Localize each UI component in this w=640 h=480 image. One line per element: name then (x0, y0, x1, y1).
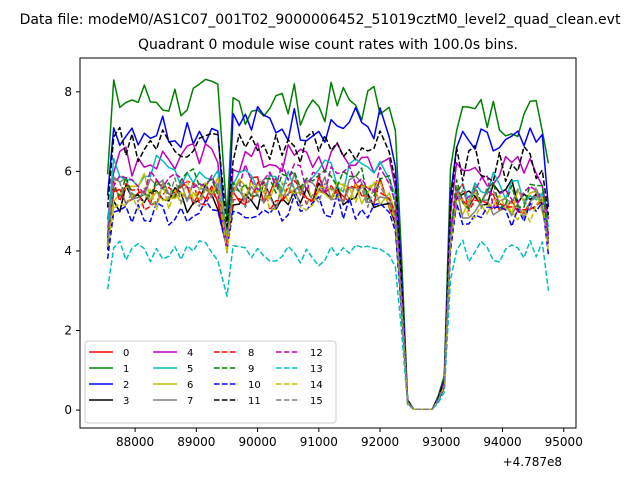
x-tick-label: 92000 (361, 435, 399, 449)
y-tick-label: 6 (64, 164, 72, 178)
legend-label-9: 9 (248, 364, 254, 375)
x-tick-label: 93000 (422, 435, 460, 449)
legend-box (84, 340, 337, 424)
series-line-8 (106, 179, 550, 411)
legend-label-12: 12 (310, 348, 323, 359)
y-tick-label: 0 (64, 403, 72, 417)
series-line-15 (106, 177, 550, 411)
x-tick-label: 90000 (238, 435, 276, 449)
legend-label-14: 14 (310, 380, 323, 391)
series-line-9 (106, 167, 550, 411)
legend-label-8: 8 (248, 348, 254, 359)
series-line-2 (106, 105, 550, 411)
series-line-14 (106, 179, 550, 411)
x-tick-label: 88000 (116, 435, 154, 449)
series-line-11 (106, 126, 550, 411)
series-line-12 (106, 162, 550, 411)
legend-label-2: 2 (123, 380, 129, 391)
x-tick-label: 95000 (545, 435, 583, 449)
y-tick-label: 4 (64, 244, 72, 258)
legend-label-1: 1 (123, 364, 129, 375)
series-line-1 (106, 78, 550, 411)
legend-label-6: 6 (187, 380, 193, 391)
series-line-3 (106, 178, 550, 411)
chart-title: Quadrant 0 module wise count rates with … (138, 37, 518, 53)
series-layer (106, 78, 550, 411)
figure-suptitle: Data file: modeM0/AS1C07_001T02_90000064… (20, 12, 621, 28)
legend-label-7: 7 (187, 396, 193, 407)
legend-label-3: 3 (123, 396, 129, 407)
x-tick-label: 91000 (300, 435, 338, 449)
legend-label-5: 5 (187, 364, 193, 375)
legend-label-0: 0 (123, 348, 129, 359)
x-tick-label: 89000 (177, 435, 215, 449)
y-tick-label: 8 (64, 85, 72, 99)
legend-label-4: 4 (187, 348, 193, 359)
y-tick-label: 2 (64, 324, 72, 338)
series-line-6 (106, 172, 550, 411)
x-offset-label: +4.787e8 (503, 455, 562, 469)
x-tick-label: 94000 (483, 435, 521, 449)
legend-label-15: 15 (310, 396, 323, 407)
legend-label-11: 11 (248, 396, 261, 407)
legend-label-13: 13 (310, 364, 323, 375)
series-line-10 (106, 193, 550, 411)
series-line-13 (106, 239, 550, 411)
plot-frame (79, 57, 577, 429)
axis-ticks: 88000 89000 90000 91000 92000 93000 94000 95000… (64, 85, 582, 449)
legend-label-10: 10 (248, 380, 261, 391)
